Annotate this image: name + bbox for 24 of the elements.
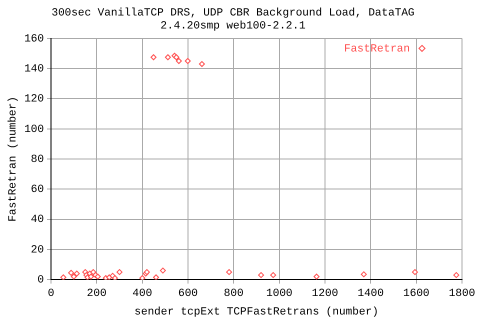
y-tick-label: 160 <box>24 33 44 46</box>
y-tick-label: 60 <box>30 184 44 196</box>
x-tick-label: 200 <box>86 288 107 300</box>
chart-title: 300sec VanillaTCP DRS, UDP CBR Background Load, DataTAG <box>51 8 415 20</box>
x-tick-label: 1000 <box>266 288 293 300</box>
y-tick-label: 140 <box>24 63 44 76</box>
y-tick-label: 20 <box>30 244 44 256</box>
x-tick-label: 1600 <box>403 288 430 300</box>
legend-label: FastRetran <box>344 43 410 56</box>
x-tick-label: 1200 <box>312 288 338 300</box>
y-tick-label: 80 <box>30 154 44 166</box>
x-tick-label: 1400 <box>357 288 384 300</box>
y-tick-label: 100 <box>24 124 44 136</box>
x-axis-title: sender tcpExt TCPFastRetrans (number) <box>134 306 379 318</box>
x-tick-label: 400 <box>132 288 152 300</box>
x-tick-label: 1800 <box>448 288 476 300</box>
y-tick-label: 120 <box>24 94 44 106</box>
y-tick-label: 40 <box>30 214 44 226</box>
x-tick-label: 800 <box>224 288 244 300</box>
x-tick-label: 0 <box>48 288 54 300</box>
y-tick-label: 0 <box>37 274 44 287</box>
chart-subtitle: 2.4.20smp web100-2.2.1 <box>160 20 306 33</box>
x-tick-label: 600 <box>178 288 198 300</box>
y-axis-title: FastRetran (number) <box>8 96 20 222</box>
